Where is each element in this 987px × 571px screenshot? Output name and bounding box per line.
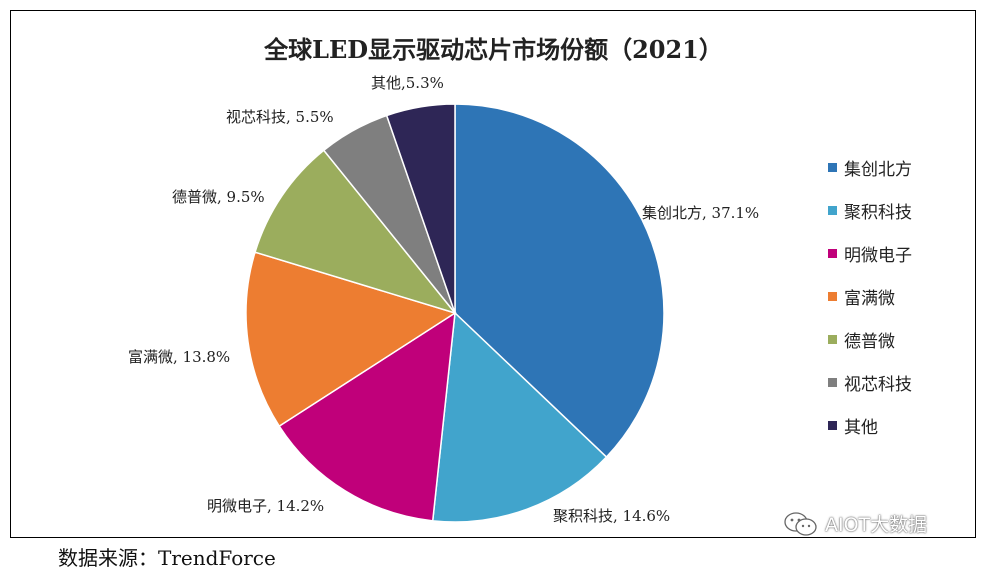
chart-legend: 集创北方 聚积科技 明微电子 富满微 德普微 视芯科技 其他 [828,146,912,447]
chart-title: 全球LED显示驱动芯片市场份额（2021） [264,35,723,64]
legend-label: 德普微 [844,332,895,352]
pie-slice [431,311,608,523]
pie-slice [245,251,457,428]
legend-swatch [828,249,837,258]
pie-slice [254,149,458,315]
legend-item: 富满微 [828,275,912,318]
legend-swatch [828,206,837,215]
legend-item: 明微电子 [828,232,912,275]
watermark-text: AIOT大数据 [825,514,928,536]
data-label: 视芯科技, 5.5% [226,108,334,126]
legend-swatch [828,292,837,301]
data-label: 德普微, 9.5% [172,188,265,206]
legend-label: 其他 [844,418,878,438]
legend-label: 明微电子 [844,246,912,266]
legend-swatch [828,378,837,387]
wechat-icon [784,511,817,536]
legend-item: 视芯科技 [828,361,912,404]
legend-item: 其他 [828,404,912,447]
legend-item: 集创北方 [828,146,912,189]
data-label: 其他,5.3% [371,74,444,92]
data-label: 富满微, 13.8% [128,348,230,366]
data-label: 明微电子, 14.2% [207,497,324,515]
pie-slice [278,311,456,522]
legend-item: 德普微 [828,318,912,361]
data-label: 聚积科技, 14.6% [553,507,670,525]
legend-label: 富满微 [844,289,895,309]
pie-slice [454,103,665,459]
legend-label: 视芯科技 [844,375,912,395]
legend-swatch [828,421,837,430]
legend-label: 集创北方 [844,160,912,180]
legend-item: 聚积科技 [828,189,912,232]
legend-label: 聚积科技 [844,203,912,223]
legend-swatch [828,163,837,172]
legend-swatch [828,335,837,344]
watermark: AIOT大数据 [783,510,927,537]
data-label: 集创北方, 37.1% [642,204,759,222]
data-source: 数据来源：TrendForce [58,546,276,570]
pie-slice [385,103,456,314]
